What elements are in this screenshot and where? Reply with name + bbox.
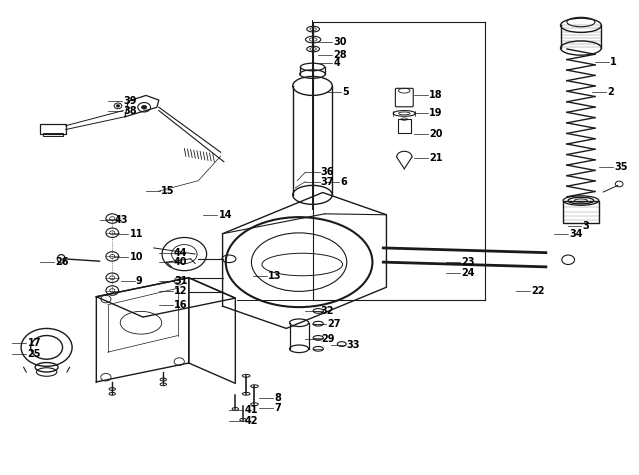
Text: 44: 44: [174, 247, 188, 257]
Text: 12: 12: [174, 285, 188, 295]
Text: 4: 4: [334, 58, 341, 68]
Text: 8: 8: [274, 392, 281, 403]
Bar: [398, 119, 411, 133]
Text: 39: 39: [123, 96, 137, 106]
Text: 37: 37: [321, 177, 334, 187]
Text: 23: 23: [461, 257, 475, 267]
Circle shape: [117, 105, 119, 107]
Text: 11: 11: [130, 228, 143, 239]
Text: 24: 24: [461, 268, 475, 278]
Text: 28: 28: [334, 50, 347, 60]
Text: 22: 22: [531, 285, 544, 295]
Text: 27: 27: [327, 319, 341, 329]
Bar: [563, 200, 599, 223]
Circle shape: [142, 105, 147, 109]
Text: 31: 31: [174, 276, 188, 286]
Text: 5: 5: [343, 86, 349, 96]
Text: 13: 13: [268, 271, 281, 281]
Text: 19: 19: [429, 108, 443, 118]
Text: 2: 2: [608, 86, 615, 96]
Text: 9: 9: [136, 276, 142, 286]
Text: 16: 16: [174, 300, 188, 310]
Text: 32: 32: [321, 306, 334, 316]
Text: 25: 25: [27, 349, 41, 359]
Text: 7: 7: [274, 403, 281, 413]
Text: 1: 1: [610, 57, 617, 67]
Text: 10: 10: [130, 252, 143, 262]
Text: 42: 42: [244, 416, 258, 426]
Text: 3: 3: [582, 221, 589, 231]
Text: 35: 35: [614, 162, 627, 172]
Text: 15: 15: [162, 186, 175, 196]
Text: 17: 17: [27, 338, 41, 348]
Text: 41: 41: [244, 405, 258, 415]
Text: 30: 30: [334, 38, 347, 48]
Text: 33: 33: [346, 341, 360, 351]
Text: 20: 20: [429, 129, 443, 139]
Text: 21: 21: [429, 153, 443, 163]
Text: 40: 40: [174, 257, 188, 267]
Text: 18: 18: [429, 90, 443, 100]
Text: 6: 6: [340, 177, 346, 187]
Bar: [40, 124, 66, 134]
Text: 14: 14: [219, 210, 232, 220]
Text: 34: 34: [569, 228, 583, 239]
Text: 26: 26: [56, 257, 69, 267]
Text: 38: 38: [123, 105, 137, 115]
Bar: [43, 133, 63, 136]
Text: 29: 29: [321, 334, 334, 344]
Text: 43: 43: [115, 215, 128, 225]
Text: 36: 36: [321, 167, 334, 177]
